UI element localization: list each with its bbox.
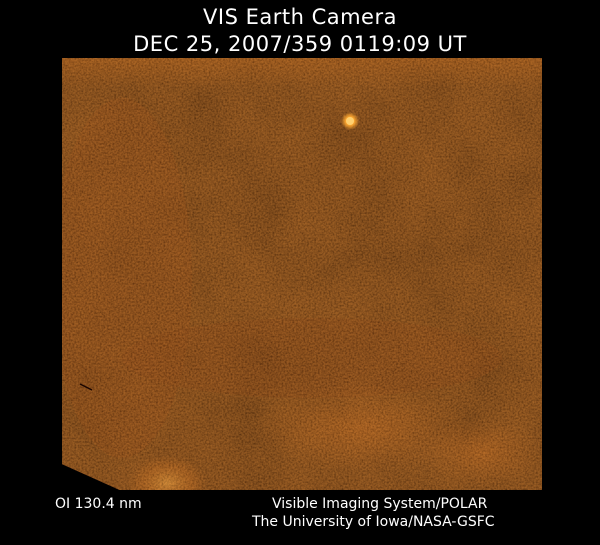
- earth-camera-image: [62, 58, 542, 490]
- credit-line-1: Visible Imaging System/POLAR: [272, 496, 488, 512]
- credit-line-2: The University of Iowa/NASA-GSFC: [252, 514, 495, 530]
- image-canvas: [62, 58, 542, 490]
- camera-title: VIS Earth Camera: [203, 5, 397, 29]
- timestamp: DEC 25, 2007/359 0119:09 UT: [133, 32, 467, 56]
- wavelength-label: OI 130.4 nm: [55, 496, 142, 512]
